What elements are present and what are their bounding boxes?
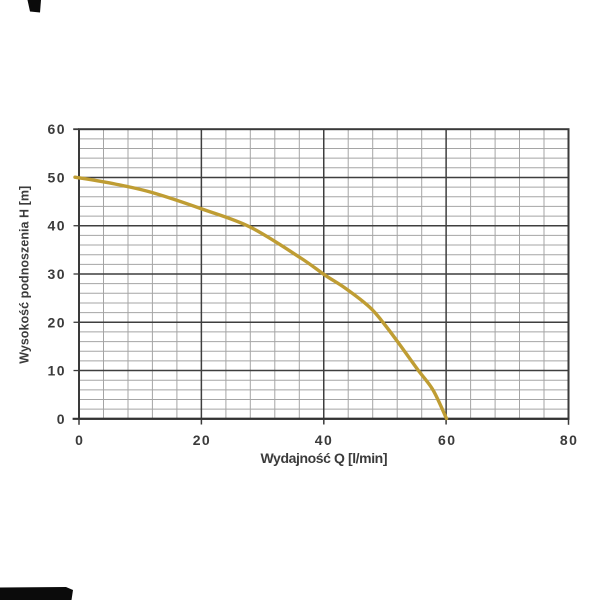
- svg-text:0: 0: [57, 411, 65, 427]
- svg-text:0: 0: [75, 432, 83, 448]
- svg-text:20: 20: [193, 432, 210, 448]
- svg-text:30: 30: [48, 266, 65, 282]
- svg-text:80: 80: [560, 432, 577, 448]
- svg-text:60: 60: [48, 121, 65, 137]
- svg-text:Wysokość podnoszenia H [m]: Wysokość podnoszenia H [m]: [18, 186, 32, 364]
- svg-text:20: 20: [48, 314, 65, 330]
- svg-text:40: 40: [48, 218, 65, 234]
- svg-text:Wydajność Q [l/min]: Wydajność Q [l/min]: [261, 450, 388, 466]
- svg-text:50: 50: [48, 170, 65, 186]
- svg-text:60: 60: [438, 432, 455, 448]
- svg-text:10: 10: [48, 363, 65, 379]
- svg-text:40: 40: [315, 432, 332, 448]
